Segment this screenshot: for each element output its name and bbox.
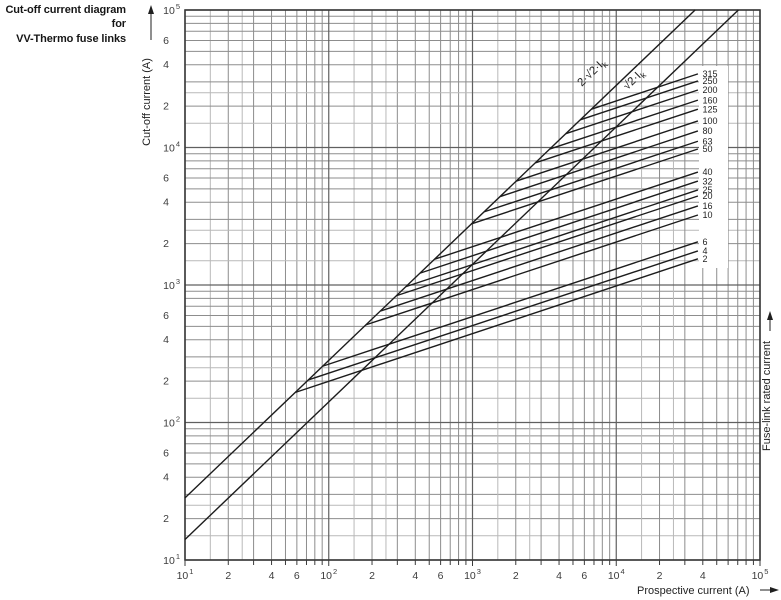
x-axis-ticks (184, 560, 761, 566)
y-tick-label: 4 (163, 197, 169, 209)
grid (184, 9, 761, 561)
fuse-curve-80 (500, 130, 699, 198)
y-tick-label: 103 (163, 277, 180, 292)
rating-label-25: 25 (703, 185, 713, 195)
rating-label-32: 32 (703, 176, 713, 186)
fuse-curve-315 (591, 73, 699, 110)
fuse-curve-6 (322, 241, 699, 367)
x-tick-label: 4 (412, 570, 418, 582)
x-tick-label: 4 (556, 570, 562, 582)
x-axis-title: Prospective current (A) (637, 585, 749, 597)
fuse-curve-160 (549, 99, 699, 150)
fuse-curve-16 (380, 205, 699, 312)
fuse-curve-100 (516, 120, 699, 182)
y-tick-label: 6 (163, 310, 169, 322)
fuse-curve-125 (535, 108, 699, 164)
x-axis-tick-labels: 101 102 103 104 105 2 4 6 2 4 6 2 4 6 2 4 (177, 567, 769, 582)
x-tick-label: 105 (752, 567, 769, 582)
y-axis-tick-labels: 101 102 103 104 105 2 4 6 2 4 6 2 4 6 2 4 6 (163, 2, 180, 567)
fuse-curve-4 (308, 250, 699, 381)
rating-label-50: 50 (703, 144, 713, 154)
y-tick-label: 2 (163, 238, 169, 250)
y-tick-label: 104 (163, 140, 180, 155)
reference-line-2sqrt2-label: 2·√2·Ik (575, 55, 611, 90)
y-tick-label: 2 (163, 513, 169, 525)
x-tick-label: 6 (438, 570, 444, 582)
fuse-curve-25 (405, 189, 699, 288)
reference-line-2sqrt2 (184, 9, 696, 499)
y-tick-label: 6 (163, 35, 169, 47)
fuse-curve-63 (484, 140, 699, 213)
y-tick-label: 2 (163, 101, 169, 113)
fuse-curve-200 (565, 89, 699, 135)
rating-label-200: 200 (703, 85, 718, 95)
right-axis-up-arrow-icon (767, 311, 773, 331)
rating-label-315: 315 (703, 69, 718, 79)
rating-label-box (699, 66, 728, 268)
y-axis-up-arrow-icon (148, 5, 154, 40)
chart-title-line1: Cut-off current diagram for (5, 4, 126, 31)
x-tick-label: 2 (369, 570, 375, 582)
fuse-curves (295, 73, 699, 393)
x-tick-label: 4 (269, 570, 275, 582)
rating-label-2: 2 (703, 254, 708, 264)
rating-label-4: 4 (703, 246, 708, 256)
fuse-curve-32 (419, 180, 699, 274)
y-tick-label: 6 (163, 173, 169, 185)
x-tick-label: 101 (177, 567, 194, 582)
y-tick-label: 6 (163, 448, 169, 460)
fuse-curve-20 (396, 195, 699, 297)
right-axis-title: Fuse-link rated current (761, 341, 773, 451)
chart-title: Cut-off current diagram for VV-Thermo fu… (1, 3, 126, 46)
x-tick-label: 6 (581, 570, 587, 582)
y-tick-label: 4 (163, 472, 169, 484)
fuse-curve-10 (365, 214, 699, 326)
x-axis-right-arrow-icon (760, 587, 779, 593)
rating-label-100: 100 (703, 116, 718, 126)
rating-label-80: 80 (703, 126, 713, 136)
x-tick-label: 2 (513, 570, 519, 582)
y-tick-label: 2 (163, 376, 169, 388)
y-tick-label: 102 (163, 415, 180, 430)
x-tick-label: 102 (320, 567, 337, 582)
chart-title-line2: VV-Thermo fuse links (16, 32, 126, 45)
rating-label-10: 10 (703, 210, 713, 220)
reference-line-sqrt2-label: √2·Ik (620, 66, 648, 94)
x-tick-label: 2 (225, 570, 231, 582)
rating-label-40: 40 (703, 167, 713, 177)
fuse-curve-2 (295, 258, 699, 393)
fuse-curve-50 (471, 148, 699, 225)
rating-label-20: 20 (703, 191, 713, 201)
fuse-curve-250 (580, 80, 699, 121)
x-tick-label: 2 (657, 570, 663, 582)
x-tick-label: 103 (464, 567, 481, 582)
x-tick-label: 4 (700, 570, 706, 582)
y-tick-label: 105 (163, 2, 180, 17)
rating-label-16: 16 (703, 201, 713, 211)
x-tick-label: 6 (294, 570, 300, 582)
y-tick-label: 101 (163, 552, 180, 567)
rating-label-63: 63 (703, 136, 713, 146)
rating-label-250: 250 (703, 76, 718, 86)
x-tick-label: 104 (608, 567, 625, 582)
rating-label-125: 125 (703, 104, 718, 114)
rating-label-6: 6 (703, 237, 708, 247)
y-axis-title: Cut-off current (A) (141, 58, 153, 146)
y-tick-label: 4 (163, 334, 169, 346)
y-tick-label: 4 (163, 59, 169, 71)
fuse-curve-40 (434, 171, 699, 260)
rating-label-160: 160 (703, 95, 718, 105)
